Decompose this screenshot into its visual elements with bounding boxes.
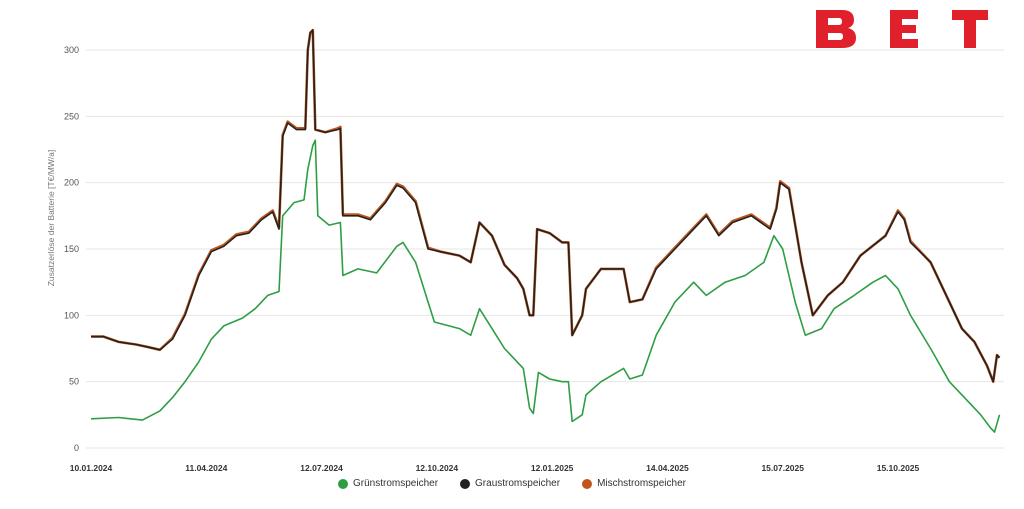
legend-item[interactable]: Graustromspeicher bbox=[460, 478, 560, 489]
logo-letter-t bbox=[952, 10, 988, 48]
x-tick-label: 10.01.2024 bbox=[70, 463, 113, 473]
legend-item[interactable]: Mischstromspeicher bbox=[582, 478, 686, 489]
y-tick-label: 200 bbox=[64, 178, 79, 188]
y-tick-label: 250 bbox=[64, 111, 79, 121]
legend-swatch bbox=[460, 478, 471, 489]
legend-label: Grünstromspeicher bbox=[353, 478, 439, 489]
series-line-mischstromspeicher bbox=[91, 28, 1001, 383]
legend: Grünstromspeicher Graustromspeicher Mischs… bbox=[0, 478, 1024, 489]
y-tick-label: 300 bbox=[64, 45, 79, 55]
y-tick-label: 0 bbox=[74, 443, 79, 453]
legend-label: Mischstromspeicher bbox=[597, 478, 686, 489]
legend-swatch bbox=[338, 478, 348, 489]
legend-label: Graustromspeicher bbox=[475, 478, 561, 489]
x-tick-label: 12.10.2024 bbox=[416, 463, 459, 473]
x-tick-label: 12.07.2024 bbox=[300, 463, 343, 473]
logo-letter-e bbox=[890, 10, 918, 48]
y-tick-label: 100 bbox=[64, 310, 79, 320]
series-line-gruenstromspeicher bbox=[90, 139, 1001, 433]
y-axis-ticks: 0 50 100 150 200 250 300 bbox=[64, 45, 79, 453]
series-line-graustromspeicher bbox=[91, 29, 1001, 383]
logo-letter-b bbox=[816, 10, 856, 48]
x-tick-label: 11.04.2024 bbox=[185, 463, 227, 473]
x-axis-ticks: 10.01.2024 11.04.2024 12.07.2024 12.10.2024… bbox=[70, 463, 920, 473]
x-tick-label: 15.07.2025 bbox=[761, 463, 804, 473]
y-tick-label: 150 bbox=[64, 244, 79, 254]
y-axis-label: Zusatzerlöse der Batterie [T€/MW/a] bbox=[46, 150, 56, 287]
gridlines bbox=[86, 49, 1004, 449]
x-tick-label: 12.01.2025 bbox=[531, 463, 574, 473]
bet-logo bbox=[816, 10, 988, 48]
legend-item[interactable]: Grünstromspeicher bbox=[338, 478, 438, 489]
x-tick-label: 14.04.2025 bbox=[646, 463, 689, 473]
y-tick-label: 50 bbox=[69, 377, 79, 387]
series-lines bbox=[90, 28, 1001, 433]
legend-swatch bbox=[582, 478, 593, 489]
x-tick-label: 15.10.2025 bbox=[877, 463, 920, 473]
